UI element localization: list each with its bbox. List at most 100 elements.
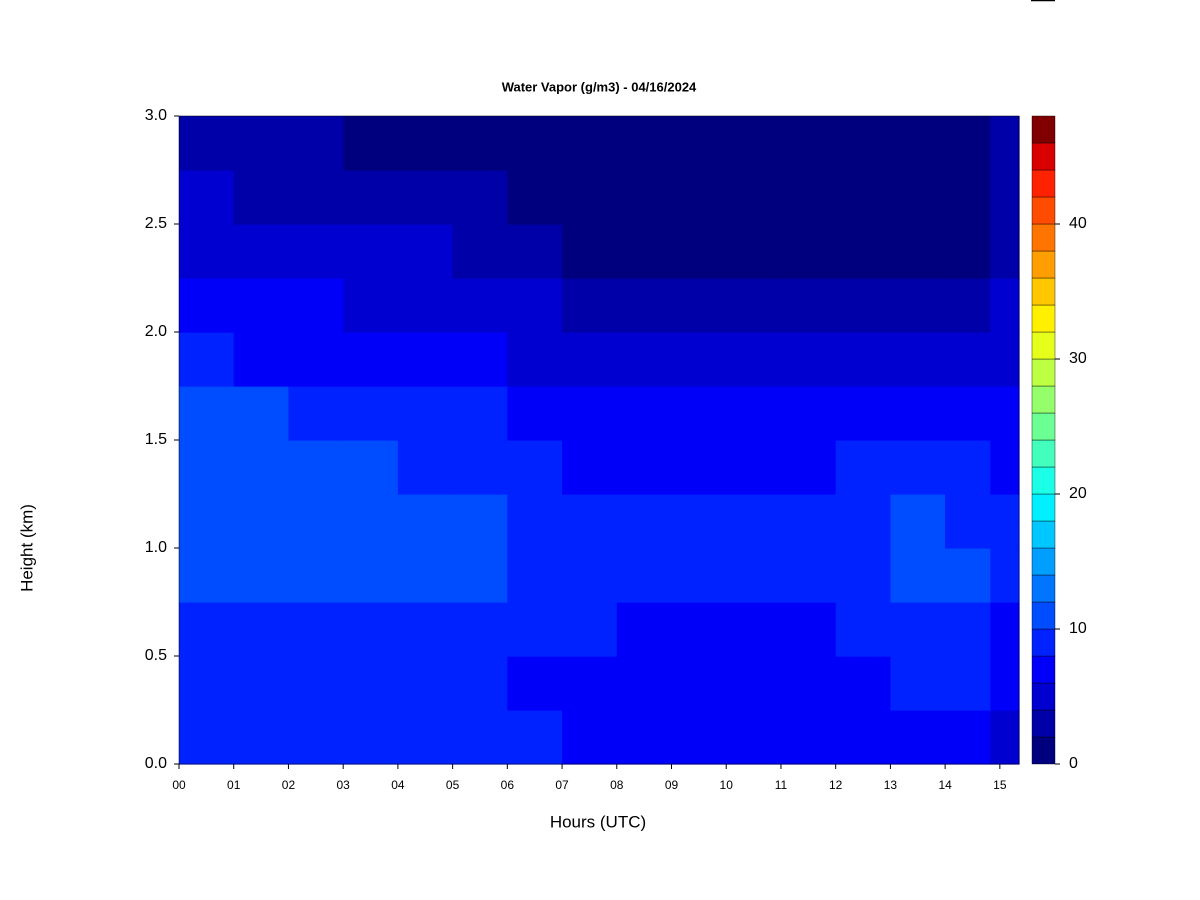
- heatmap-cell: [343, 332, 399, 387]
- heatmap-cell: [343, 386, 399, 441]
- heatmap-cell: [890, 656, 946, 711]
- heatmap-cell: [397, 116, 454, 171]
- heatmap-cell: [397, 278, 454, 333]
- heatmap-cell: [562, 278, 618, 333]
- heatmap-cell: [616, 602, 673, 657]
- heatmap-cell: [452, 494, 508, 549]
- heatmap-cell: [945, 278, 991, 333]
- heatmap-cell: [726, 170, 782, 225]
- chart-title: Water Vapor (g/m3) - 04/16/2024: [502, 79, 697, 94]
- heatmap-cell: [945, 386, 991, 441]
- colorbar-band: [1031, 709, 1056, 738]
- heatmap-cell: [990, 332, 1020, 387]
- heatmap-cell: [233, 332, 290, 387]
- heatmap-cell: [616, 116, 673, 171]
- colorbar-band: [1031, 466, 1056, 495]
- heatmap-cell: [562, 602, 618, 657]
- colorbar-band: [1031, 223, 1056, 252]
- heatmap-cell: [990, 170, 1020, 225]
- heatmap-cell: [671, 656, 727, 711]
- heatmap-cell: [890, 386, 946, 441]
- heatmap-cell: [945, 332, 991, 387]
- heatmap-cell: [780, 710, 837, 765]
- x-tick-label: 15: [993, 778, 1007, 792]
- heatmap-cell: [890, 548, 946, 603]
- heatmap-cell: [179, 278, 235, 333]
- x-tick-label: 03: [336, 778, 350, 792]
- heatmap-cell: [562, 386, 618, 441]
- colorbar-band: [1031, 493, 1056, 522]
- heatmap-cell: [990, 656, 1020, 711]
- heatmap-cell: [452, 332, 508, 387]
- heatmap-cell: [452, 116, 508, 171]
- x-tick-label: 01: [227, 778, 241, 792]
- x-tick-label: 06: [501, 778, 515, 792]
- heatmap-cell: [835, 548, 892, 603]
- heatmap-cell: [452, 224, 508, 279]
- heatmap-cell: [562, 440, 618, 495]
- x-tick-label: 07: [555, 778, 569, 792]
- heatmap-cell: [288, 170, 344, 225]
- heatmap-cell: [890, 278, 946, 333]
- heatmap-cell: [890, 440, 946, 495]
- heatmap-cell: [616, 548, 673, 603]
- heatmap-cell: [179, 116, 235, 171]
- heatmap-cell: [233, 494, 290, 549]
- heatmap-cell: [780, 494, 837, 549]
- heatmap-cell: [507, 656, 563, 711]
- heatmap-cell: [835, 116, 892, 171]
- heatmap-cell: [726, 710, 782, 765]
- heatmap-cell: [780, 440, 837, 495]
- heatmap-cell: [179, 602, 235, 657]
- heatmap-cell: [945, 602, 991, 657]
- heatmap-cell: [780, 224, 837, 279]
- heatmap-cell: [835, 332, 892, 387]
- heatmap-cell: [288, 710, 344, 765]
- heatmap-cell: [616, 170, 673, 225]
- heatmap-cell: [397, 494, 454, 549]
- x-tick-label: 02: [282, 778, 296, 792]
- heatmap-cell: [671, 710, 727, 765]
- heatmap-cell: [397, 224, 454, 279]
- heatmap-cell: [507, 494, 563, 549]
- y-tick-label: 2.0: [145, 323, 167, 340]
- heatmap-cell: [507, 386, 563, 441]
- heatmap-cell: [507, 278, 563, 333]
- heatmap-cell: [562, 710, 618, 765]
- heatmap-cell: [780, 656, 837, 711]
- heatmap-cell: [507, 710, 563, 765]
- colorbar-band: [1031, 682, 1056, 711]
- x-tick-label: 13: [884, 778, 898, 792]
- heatmap-cell: [179, 440, 235, 495]
- heatmap-cell: [726, 386, 782, 441]
- heatmap-cell: [507, 116, 563, 171]
- heatmap-cell: [616, 224, 673, 279]
- heatmap-cell: [452, 440, 508, 495]
- heatmap-cell: [562, 332, 618, 387]
- y-tick-label: 2.5: [145, 215, 167, 232]
- heatmap-cell: [990, 224, 1020, 279]
- heatmap-cell: [726, 494, 782, 549]
- colorbar-band: [1031, 385, 1056, 414]
- heatmap-cell: [343, 656, 399, 711]
- heatmap-cell: [945, 548, 991, 603]
- y-tick-label: 0.5: [145, 647, 167, 664]
- heatmap-cell: [233, 116, 290, 171]
- colorbar-band: [1031, 412, 1056, 441]
- heatmap-cell: [890, 116, 946, 171]
- heatmap-cell: [288, 224, 344, 279]
- heatmap-cell: [562, 116, 618, 171]
- heatmap-cell: [945, 656, 991, 711]
- heatmap-cell: [562, 494, 618, 549]
- heatmap-cell: [616, 656, 673, 711]
- heatmap-cell: [890, 332, 946, 387]
- y-axis-label: Height (km): [17, 504, 36, 592]
- heatmap-cell: [507, 332, 563, 387]
- heatmap-cell: [562, 548, 618, 603]
- heatmap-cell: [562, 170, 618, 225]
- heatmap-cell: [452, 170, 508, 225]
- heatmap-cell: [616, 440, 673, 495]
- y-tick-label: 0.0: [145, 755, 167, 772]
- heatmap-cell: [179, 386, 235, 441]
